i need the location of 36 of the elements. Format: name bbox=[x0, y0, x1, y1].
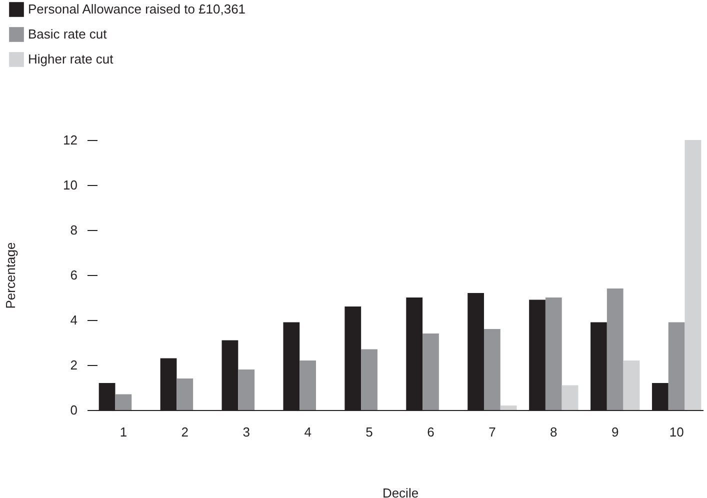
bar bbox=[500, 406, 517, 410]
y-axis-title: Percentage bbox=[3, 242, 18, 309]
x-tick-label: 10 bbox=[669, 424, 684, 440]
bar bbox=[668, 322, 685, 410]
bar bbox=[422, 334, 439, 410]
x-tick-label: 5 bbox=[366, 424, 373, 440]
x-tick-label: 6 bbox=[427, 424, 434, 440]
bar bbox=[562, 385, 578, 410]
bar bbox=[361, 349, 378, 410]
x-tick-label: 9 bbox=[611, 424, 619, 440]
y-tick-label: 2 bbox=[70, 358, 78, 372]
legend-label: Basic rate cut bbox=[28, 26, 108, 42]
bar bbox=[623, 360, 640, 410]
legend-label: Personal Allowance raised to £10,361 bbox=[28, 2, 246, 16]
x-tick-label: 4 bbox=[304, 424, 312, 440]
x-tick-label: 7 bbox=[488, 424, 496, 440]
y-tick-label: 10 bbox=[63, 178, 78, 192]
legend-label: Higher rate cut bbox=[28, 52, 114, 66]
y-tick-label: 0 bbox=[70, 402, 78, 418]
y-tick-label: 4 bbox=[70, 312, 78, 328]
bar bbox=[115, 394, 132, 410]
x-tick-label: 1 bbox=[120, 424, 128, 440]
bar bbox=[684, 140, 702, 410]
x-axis-title: Decile bbox=[382, 486, 419, 498]
y-tick-label: 6 bbox=[70, 268, 78, 282]
y-tick-label: 8 bbox=[70, 222, 78, 238]
x-tick-label: 3 bbox=[242, 424, 250, 440]
bar bbox=[300, 360, 316, 410]
bar bbox=[545, 298, 562, 410]
x-tick-label: 2 bbox=[181, 424, 189, 440]
bar bbox=[606, 288, 624, 410]
x-tick-label: 8 bbox=[550, 424, 558, 440]
y-tick-label: 12 bbox=[63, 132, 78, 148]
bar bbox=[238, 370, 255, 410]
bar bbox=[484, 329, 500, 410]
bar bbox=[176, 378, 194, 410]
